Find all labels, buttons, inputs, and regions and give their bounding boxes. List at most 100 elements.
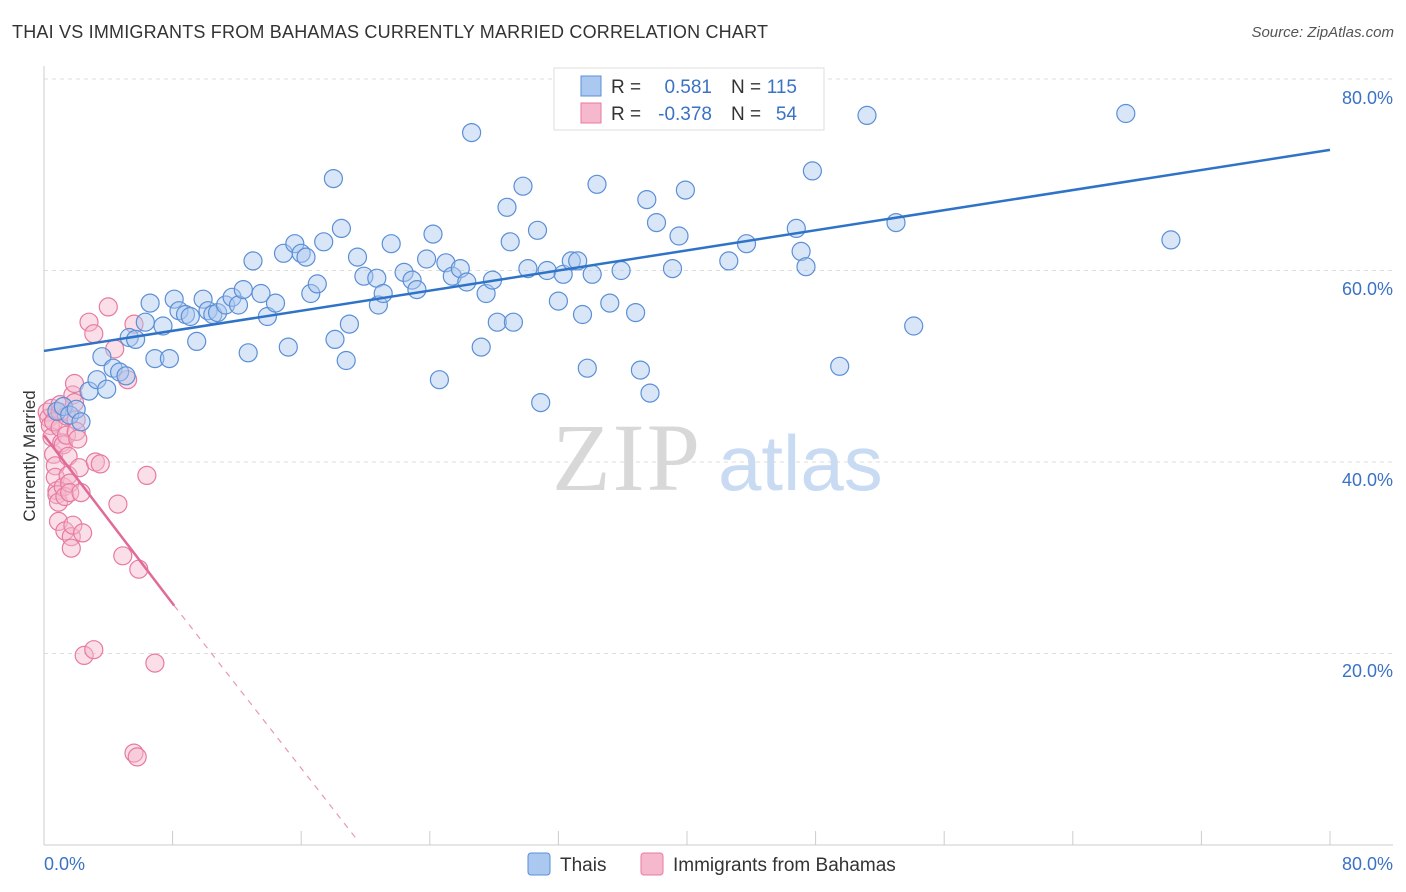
- bahamas-point: [79, 312, 99, 332]
- thais-point: [719, 251, 739, 271]
- thais-point: [228, 295, 249, 315]
- thais-point: [646, 213, 667, 233]
- thais-point: [796, 257, 816, 277]
- y-tick-label: 80.0%: [1342, 88, 1393, 108]
- thais-point: [802, 161, 823, 181]
- bahamas-point: [68, 429, 88, 449]
- thais-point: [323, 169, 343, 189]
- bahamas-r-label: R =: [611, 104, 641, 125]
- y-axis-label: Currently Married: [20, 390, 39, 521]
- source-label: Source: ZipAtlas.com: [1251, 24, 1394, 41]
- thais-legend-swatch: [527, 852, 551, 876]
- thais-point: [193, 289, 213, 309]
- y-tick-label: 20.0%: [1342, 661, 1393, 681]
- thais-point: [314, 232, 334, 252]
- thais-point: [497, 197, 517, 217]
- thais-point: [402, 270, 422, 290]
- thais-point: [503, 312, 524, 332]
- thais-point: [429, 370, 449, 390]
- bahamas-point: [45, 456, 65, 476]
- bahamas-point: [113, 546, 133, 566]
- bahamas-point: [61, 538, 81, 558]
- bahamas-points: [37, 297, 165, 767]
- thais-point: [71, 412, 91, 432]
- thais-point: [180, 306, 200, 327]
- axes: [43, 66, 1393, 846]
- thais-trend-line: [43, 148, 1331, 353]
- thais-point: [126, 329, 146, 349]
- thais-point: [513, 176, 533, 196]
- bahamas-point: [98, 297, 118, 317]
- thais-point: [487, 312, 507, 332]
- thais-point: [208, 303, 228, 323]
- thais-point: [135, 312, 155, 332]
- thais-point: [116, 366, 136, 386]
- bahamas-legend-swatch: [640, 852, 664, 876]
- thais-point: [568, 251, 588, 271]
- thais-point: [407, 280, 427, 300]
- thais-point: [1161, 230, 1181, 250]
- bahamas-n-label: N =: [731, 104, 761, 125]
- thais-point: [548, 291, 569, 311]
- bahamas-point: [127, 747, 147, 767]
- thais-point: [222, 287, 242, 307]
- thais-point: [339, 314, 359, 334]
- thais-point: [531, 393, 551, 413]
- stats-legend: R = 0.581 N = 115 R = -0.378 N = 54: [553, 67, 825, 131]
- bahamas-trend-extension: [173, 605, 358, 841]
- chart-title: THAI VS IMMIGRANTS FROM BAHAMAS CURRENTL…: [12, 22, 769, 42]
- thais-point: [611, 260, 631, 281]
- series-legend: Thais Immigrants from Bahamas: [527, 852, 896, 876]
- bahamas-n-value: 54: [776, 104, 798, 125]
- thais-point: [66, 399, 86, 419]
- thais-swatch: [580, 75, 602, 97]
- bahamas-point: [137, 465, 157, 485]
- thais-point: [243, 251, 263, 271]
- thais-point: [187, 331, 207, 351]
- thais-point: [587, 174, 607, 194]
- bahamas-point: [124, 743, 144, 763]
- thais-point: [285, 234, 305, 254]
- thais-r-label: R =: [611, 77, 641, 98]
- thais-point: [233, 280, 253, 300]
- bahamas-point: [90, 454, 110, 474]
- thais-r-value: 0.581: [664, 77, 712, 98]
- bahamas-point: [48, 511, 69, 532]
- thais-point: [417, 249, 437, 269]
- thais-point: [791, 241, 811, 261]
- thais-point: [423, 224, 443, 244]
- thais-point: [1116, 103, 1136, 124]
- grid-lines: [44, 78, 1393, 654]
- thais-point: [145, 349, 165, 369]
- thais-point: [640, 383, 660, 403]
- thais-point: [97, 379, 117, 399]
- thais-point: [577, 358, 597, 378]
- thais-point: [630, 360, 651, 380]
- thais-point: [278, 337, 298, 357]
- thais-point: [669, 226, 689, 246]
- bahamas-point: [84, 324, 104, 344]
- thais-point: [307, 274, 327, 294]
- thais-point: [336, 350, 356, 371]
- thais-n-value: 115: [767, 77, 797, 98]
- thais-point: [582, 264, 602, 284]
- thais-point: [518, 259, 538, 279]
- thais-point: [500, 232, 520, 252]
- bahamas-point: [66, 421, 86, 441]
- thais-point: [296, 247, 316, 267]
- x-tick-label: 0.0%: [44, 854, 85, 874]
- bahamas-r-value: -0.378: [658, 104, 712, 125]
- thais-point: [92, 347, 112, 367]
- bahamas-point: [74, 645, 94, 666]
- y-tick-label: 60.0%: [1342, 279, 1393, 299]
- thais-points: [47, 103, 1181, 432]
- thais-point: [471, 337, 491, 357]
- thais-n-label: N =: [731, 77, 761, 98]
- bahamas-swatch: [580, 102, 602, 124]
- thais-legend-label: Thais: [560, 855, 606, 876]
- thais-point: [159, 349, 179, 369]
- thais-point: [251, 283, 271, 304]
- bahamas-point: [72, 523, 93, 543]
- thais-point: [736, 234, 757, 254]
